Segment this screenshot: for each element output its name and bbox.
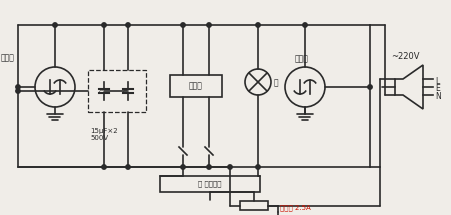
- Circle shape: [255, 23, 260, 27]
- Bar: [239, 201, 267, 210]
- Circle shape: [16, 85, 20, 89]
- Circle shape: [125, 165, 130, 169]
- Text: C: C: [99, 90, 103, 95]
- Circle shape: [302, 23, 307, 27]
- Text: ~220V: ~220V: [390, 52, 419, 61]
- Circle shape: [207, 165, 211, 169]
- Text: 15μF×2
500V: 15μF×2 500V: [90, 128, 117, 141]
- Bar: [170, 75, 221, 97]
- Circle shape: [227, 165, 232, 169]
- Text: N: N: [434, 92, 440, 101]
- Text: 焍断器 2.5A: 焍断器 2.5A: [279, 204, 310, 211]
- Circle shape: [53, 23, 57, 27]
- Circle shape: [125, 23, 130, 27]
- Text: L: L: [434, 77, 438, 86]
- Text: 左电机: 左电机: [1, 53, 15, 62]
- Circle shape: [180, 23, 185, 27]
- Circle shape: [207, 23, 211, 27]
- Bar: [88, 70, 146, 112]
- Text: 监控器: 监控器: [189, 81, 202, 91]
- Bar: [160, 176, 259, 192]
- Circle shape: [367, 85, 371, 89]
- Polygon shape: [394, 65, 422, 109]
- Circle shape: [16, 89, 20, 93]
- Circle shape: [255, 165, 260, 169]
- Text: C: C: [123, 90, 127, 95]
- Text: 灯: 灯: [273, 78, 278, 87]
- Circle shape: [180, 165, 185, 169]
- Text: 左 右自刹灯: 左 右自刹灯: [198, 181, 221, 187]
- Text: E: E: [434, 84, 439, 94]
- Circle shape: [101, 23, 106, 27]
- Text: 右电机: 右电机: [295, 54, 308, 63]
- Circle shape: [101, 165, 106, 169]
